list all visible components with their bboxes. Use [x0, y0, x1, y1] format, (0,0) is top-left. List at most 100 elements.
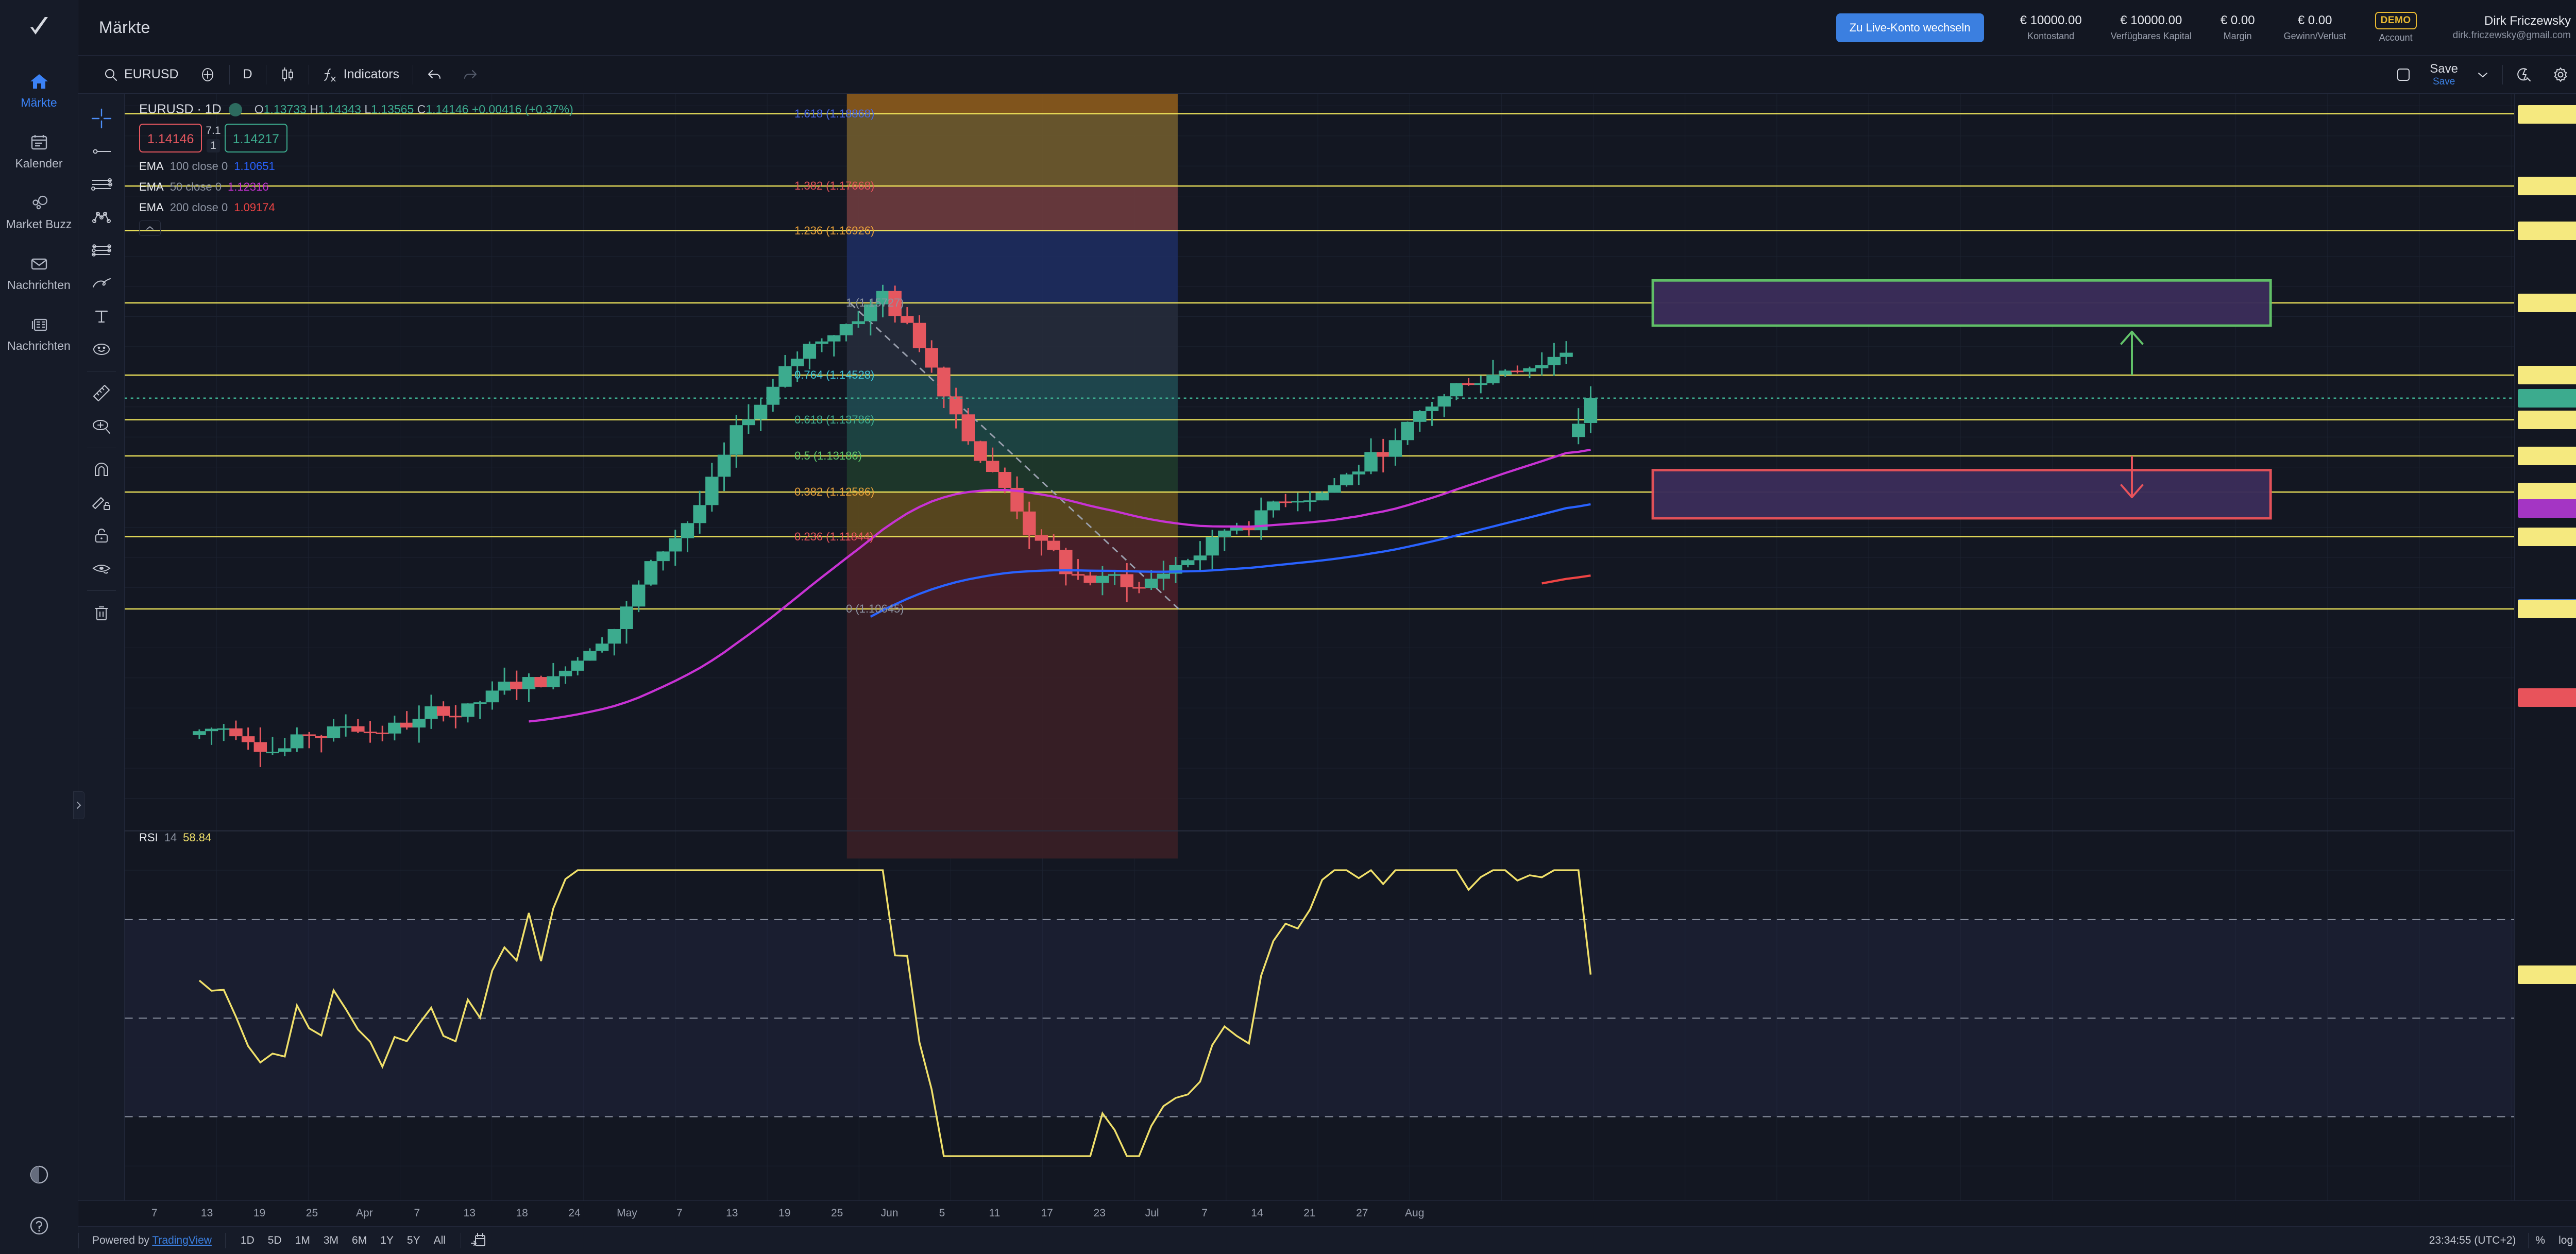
powered-prefix: Powered by — [92, 1234, 152, 1246]
ruler-icon[interactable] — [86, 377, 117, 410]
sidebar-item-calendar[interactable]: Kalender — [0, 124, 78, 177]
save-primary-label: Save — [2430, 61, 2458, 76]
legend-ema-100[interactable]: EMA 100 close 0 1.10651 — [139, 160, 573, 173]
ohlc-low-value: 1.13565 — [371, 103, 414, 116]
range-all[interactable]: All — [433, 1234, 446, 1246]
chevron-down-icon — [2477, 71, 2489, 79]
sidebar-item-messages[interactable]: Nachrichten — [0, 245, 78, 299]
price-pill-ema200[interactable]: 1.09174 — [2518, 688, 2576, 707]
percent-scale-button[interactable]: % — [2535, 1234, 2546, 1246]
rsi-legend[interactable]: RSI 14 58.84 — [139, 831, 211, 844]
magnet-icon[interactable] — [86, 453, 117, 486]
calendar-go-icon[interactable] — [461, 1232, 495, 1249]
interval-selector[interactable]: D — [233, 62, 263, 88]
pitchfork-icon[interactable] — [86, 201, 117, 234]
brand-logo[interactable] — [0, 0, 78, 56]
quote-row: 1.14146 7.1 1 1.14217 — [139, 124, 573, 152]
layout-button[interactable] — [2385, 62, 2421, 88]
range-5y[interactable]: 5Y — [406, 1234, 420, 1246]
add-symbol-button[interactable] — [189, 62, 226, 88]
legend-ohlc: O1.13733 H1.14343 L1.13565 C1.14146 +0.0… — [255, 103, 573, 116]
time-tick: 24 — [568, 1207, 581, 1219]
stat-label: Margin — [2223, 30, 2252, 41]
price-chart-canvas[interactable]: EURUSD · 1D O1.13733 H1.14343 L1.13565 C… — [125, 94, 2514, 1200]
account-type-switcher[interactable]: DEMO Account — [2375, 11, 2417, 44]
divider — [229, 64, 230, 84]
time-tick: Jul — [1145, 1207, 1159, 1219]
trend-line-icon[interactable] — [86, 135, 117, 168]
indicators-button[interactable]: Indicators — [312, 62, 410, 88]
time-axis[interactable]: 7 13 19 25 Apr 7 13 18 24 May 7 13 19 25 Jun 5 11 17 23 Jul… — [78, 1200, 2576, 1226]
parallel-channel-icon[interactable] — [86, 168, 117, 201]
text-icon[interactable] — [86, 300, 117, 333]
save-secondary-label: Save — [2432, 76, 2455, 87]
price-pill-fib[interactable]: 1.10645 — [2518, 599, 2576, 618]
chevron-up-icon — [146, 226, 154, 230]
trash-icon[interactable] — [86, 596, 117, 629]
sidebar-item-markets[interactable]: Märkte — [0, 63, 78, 116]
brush-icon[interactable] — [86, 267, 117, 300]
legend-ema-50[interactable]: EMA 50 close 0 1.12316 — [139, 180, 573, 194]
envelope-icon — [27, 253, 51, 274]
price-pill-fib[interactable]: 1.12586 — [2518, 483, 2576, 502]
undo-button[interactable] — [416, 62, 452, 88]
price-pill-fib[interactable]: 1.14528 — [2518, 366, 2576, 385]
sidebar-item-market-buzz[interactable]: Market Buzz — [0, 184, 78, 238]
user-menu[interactable]: Dirk Friczewsky dirk.friczewsky@gmail.co… — [2453, 13, 2576, 43]
fib-retracement-icon[interactable] — [86, 234, 117, 267]
range-1m[interactable]: 1M — [295, 1234, 310, 1246]
spread-value: 7.1 — [206, 125, 221, 137]
symbol-search[interactable]: EURUSD — [94, 62, 189, 88]
price-pill-fib[interactable]: 1.18860 — [2518, 105, 2576, 124]
bottombar-right: 23:34:55 (UTC+2) % log auto — [2417, 1231, 2576, 1250]
price-pill-fib[interactable]: 1.13186 — [2518, 446, 2576, 465]
time-tick: 19 — [778, 1207, 791, 1219]
pencil-lock-icon[interactable] — [86, 486, 117, 519]
range-1d[interactable]: 1D — [240, 1234, 255, 1246]
lock-icon[interactable] — [86, 519, 117, 552]
quick-search-icon — [2516, 67, 2532, 82]
collapse-legend-button[interactable] — [139, 221, 161, 236]
quick-search-button[interactable] — [2506, 62, 2542, 88]
help-icon[interactable] — [28, 1214, 50, 1240]
emoji-icon[interactable] — [86, 333, 117, 366]
time-tick: 13 — [200, 1207, 213, 1219]
fib-level-label: 0 (1.10645) — [846, 602, 904, 615]
price-pill-fib[interactable]: 1.11844 — [2518, 527, 2576, 546]
sell-price-button[interactable]: 1.14146 — [139, 124, 202, 152]
stat-label: Verfügbares Kapital — [2110, 30, 2192, 41]
crosshair-icon[interactable] — [86, 102, 117, 135]
chart-type-button[interactable] — [269, 62, 306, 88]
price-pill-fib[interactable]: 1.15727 — [2518, 293, 2576, 312]
legend-symbol: EURUSD · 1D — [139, 102, 222, 116]
range-5d[interactable]: 5D — [267, 1234, 282, 1246]
price-pill-fib[interactable]: 1.13786 — [2518, 410, 2576, 429]
price-pill-last[interactable]: 1.14146 — [2518, 388, 2576, 408]
range-6m[interactable]: 6M — [352, 1234, 367, 1246]
price-scale[interactable]: 1.190001.185001.180001.175001.165001.160… — [2514, 94, 2576, 1200]
price-pill-fib[interactable]: 1.17668 — [2518, 177, 2576, 196]
price-pill-fib[interactable]: 1.16926 — [2518, 221, 2576, 240]
tradingview-link[interactable]: TradingView — [152, 1234, 212, 1246]
log-scale-button[interactable]: log — [2558, 1234, 2573, 1246]
time-tick: 19 — [253, 1207, 266, 1219]
save-dropdown-button[interactable] — [2466, 62, 2499, 88]
rsi-current-pill[interactable]: 58.84 — [2518, 965, 2576, 984]
time-tick: Jun — [880, 1207, 899, 1219]
redo-button[interactable] — [452, 62, 488, 88]
zoom-in-icon[interactable] — [86, 410, 117, 443]
sidebar-item-news[interactable]: Nachrichten — [0, 306, 78, 360]
settings-button[interactable] — [2542, 62, 2576, 88]
save-button[interactable]: Save Save — [2421, 61, 2466, 87]
expand-drawing-panel-button[interactable] — [73, 791, 84, 819]
legend-ema-200[interactable]: EMA 200 close 0 1.09174 — [139, 201, 573, 214]
theme-contrast-icon[interactable] — [28, 1163, 50, 1189]
buy-price-button[interactable]: 1.14217 — [224, 124, 287, 152]
range-3m[interactable]: 3M — [323, 1234, 339, 1246]
time-tick: 25 — [831, 1207, 843, 1219]
chart-body: EURUSD · 1D O1.13733 H1.14343 L1.13565 C… — [73, 94, 2576, 1200]
range-1y[interactable]: 1Y — [380, 1234, 394, 1246]
switch-to-live-account-button[interactable]: Zu Live-Konto wechseln — [1836, 13, 1984, 42]
price-pill-ema50[interactable]: 1.12316 — [2518, 499, 2576, 518]
eye-hide-icon[interactable] — [86, 552, 117, 585]
